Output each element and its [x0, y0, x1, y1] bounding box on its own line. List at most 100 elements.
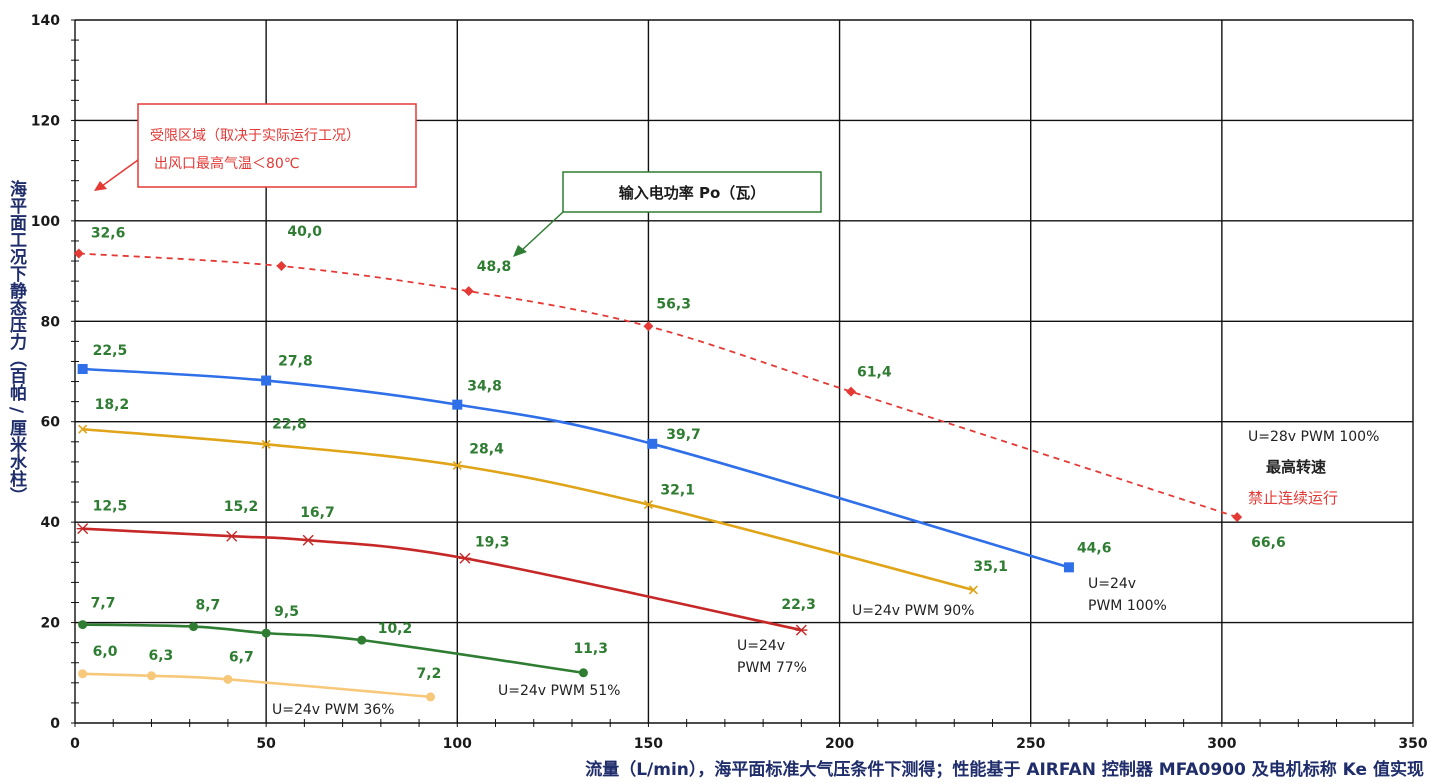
data-label: 48,8 — [477, 259, 512, 275]
data-point — [643, 321, 654, 332]
restricted-zone-annotation: 受限区域（取决于实际运行工况） 出风口最高气温＜80℃ — [94, 103, 417, 191]
data-label: 66,6 — [1251, 535, 1286, 551]
data-label: 12,5 — [93, 499, 128, 515]
data-point — [146, 671, 156, 681]
data-point — [276, 261, 287, 272]
data-label: 10,2 — [378, 621, 413, 637]
data-point — [261, 375, 272, 386]
series-line — [82, 623, 584, 675]
series-label-24v-77-line2: PWM 77% — [737, 660, 807, 676]
data-point — [1063, 562, 1074, 573]
data-point — [452, 399, 463, 410]
series-5 — [78, 620, 588, 678]
data-label: 22,8 — [272, 416, 307, 432]
data-point — [261, 439, 271, 449]
data-label: 39,7 — [666, 427, 701, 443]
y-tick-labels: 0 20 40 60 80 100 120 140 — [31, 13, 60, 732]
y-tick-label: 60 — [41, 415, 61, 431]
data-label: 15,2 — [224, 499, 259, 515]
series-line — [78, 252, 1238, 518]
data-point — [357, 635, 367, 645]
series-line — [82, 527, 802, 632]
restricted-zone-line2: 出风口最高气温＜80℃ — [154, 155, 300, 172]
y-axis-title: 海平面工况下静态压力（百帕 / 厘米水柱） — [6, 179, 27, 504]
data-label: 19,3 — [475, 534, 510, 550]
power-arrow-head — [513, 245, 527, 257]
data-label: 11,3 — [573, 641, 608, 657]
data-label: 16,7 — [300, 505, 335, 521]
x-tick-label: 100 — [443, 736, 472, 752]
y-tick-label: 40 — [41, 515, 61, 531]
data-label: 40,0 — [287, 224, 322, 240]
y-tick-label: 120 — [31, 113, 60, 129]
restricted-zone-line1: 受限区域（取决于实际运行工况） — [150, 128, 360, 144]
series-label-24v-100-line2: PWM 100% — [1088, 598, 1167, 614]
series-label-28v-line1: U=28v PWM 100% — [1248, 429, 1379, 445]
data-point — [968, 585, 978, 595]
grid — [74, 19, 1414, 724]
data-point — [647, 438, 658, 449]
series-label-24v-100-line1: U=24v — [1088, 576, 1136, 592]
data-label: 27,8 — [278, 354, 313, 370]
data-point — [73, 248, 84, 259]
x-axis-title: 流量（L/min），海平面标准大气压条件下测得；性能基于 AIRFAN 控制器 … — [585, 759, 1424, 780]
data-label: 9,5 — [274, 604, 299, 620]
data-label: 35,1 — [973, 559, 1008, 575]
data-point — [76, 523, 89, 535]
data-label: 34,8 — [467, 379, 502, 395]
data-point — [261, 628, 271, 638]
data-label: 8,7 — [196, 598, 221, 614]
series-label-24v-90: U=24v PWM 90% — [852, 603, 974, 619]
data-label: 6,3 — [148, 648, 173, 664]
series-line — [82, 427, 974, 592]
data-label: 28,4 — [469, 441, 504, 457]
data-label: 61,4 — [857, 365, 892, 381]
series-label-24v-77-line1: U=24v — [737, 638, 785, 654]
data-label: 22,5 — [93, 343, 128, 359]
x-tick-label: 300 — [1207, 736, 1236, 752]
series-label-24v-51: U=24v PWM 51% — [498, 683, 620, 699]
restricted-zone-box — [137, 103, 417, 188]
power-box-label: 输入电功率 Po（瓦） — [619, 184, 766, 202]
data-label: 32,6 — [91, 225, 126, 241]
x-tick-labels: 0 50 100 150 200 250 300 350 — [70, 736, 1428, 752]
data-point — [452, 460, 462, 470]
data-label: 32,1 — [660, 483, 695, 499]
data-point — [302, 534, 315, 546]
data-label: 6,0 — [93, 644, 118, 660]
data-label: 7,7 — [91, 596, 116, 612]
data-labels-group: 32,6 40,0 48,8 56,3 61,4 66,6 22,5 27,8 34,8 39,7… — [91, 224, 1286, 682]
series-6 — [78, 669, 436, 702]
y-tick-label: 80 — [41, 314, 61, 330]
minor-ticks — [71, 19, 1414, 727]
y-tick-label: 100 — [31, 214, 60, 230]
x-tick-label: 150 — [634, 736, 663, 752]
restricted-zone-arrow-head — [94, 181, 107, 191]
series-3 — [78, 424, 978, 595]
data-point — [78, 669, 88, 679]
series-2 — [77, 363, 1074, 573]
data-point — [463, 286, 474, 297]
data-point — [78, 620, 88, 630]
x-tick-label: 200 — [825, 736, 854, 752]
data-label: 22,3 — [781, 597, 816, 613]
series-label-24v-36: U=24v PWM 36% — [272, 702, 394, 718]
data-point — [458, 552, 471, 564]
data-point — [578, 668, 588, 678]
y-tick-label: 0 — [50, 716, 60, 732]
data-point — [426, 692, 436, 702]
series-line — [82, 672, 431, 699]
y-tick-label: 20 — [41, 616, 61, 632]
series-label-28v-line3: 禁止连续运行 — [1248, 489, 1338, 507]
data-label: 6,7 — [229, 649, 254, 665]
series-4 — [76, 523, 808, 636]
data-label: 7,2 — [417, 666, 442, 682]
x-tick-label: 50 — [256, 736, 276, 752]
data-point — [846, 386, 857, 397]
series-line — [82, 367, 1070, 569]
data-point — [77, 363, 88, 374]
data-point — [189, 622, 199, 632]
series-group — [73, 248, 1243, 702]
series-1 — [73, 248, 1243, 523]
